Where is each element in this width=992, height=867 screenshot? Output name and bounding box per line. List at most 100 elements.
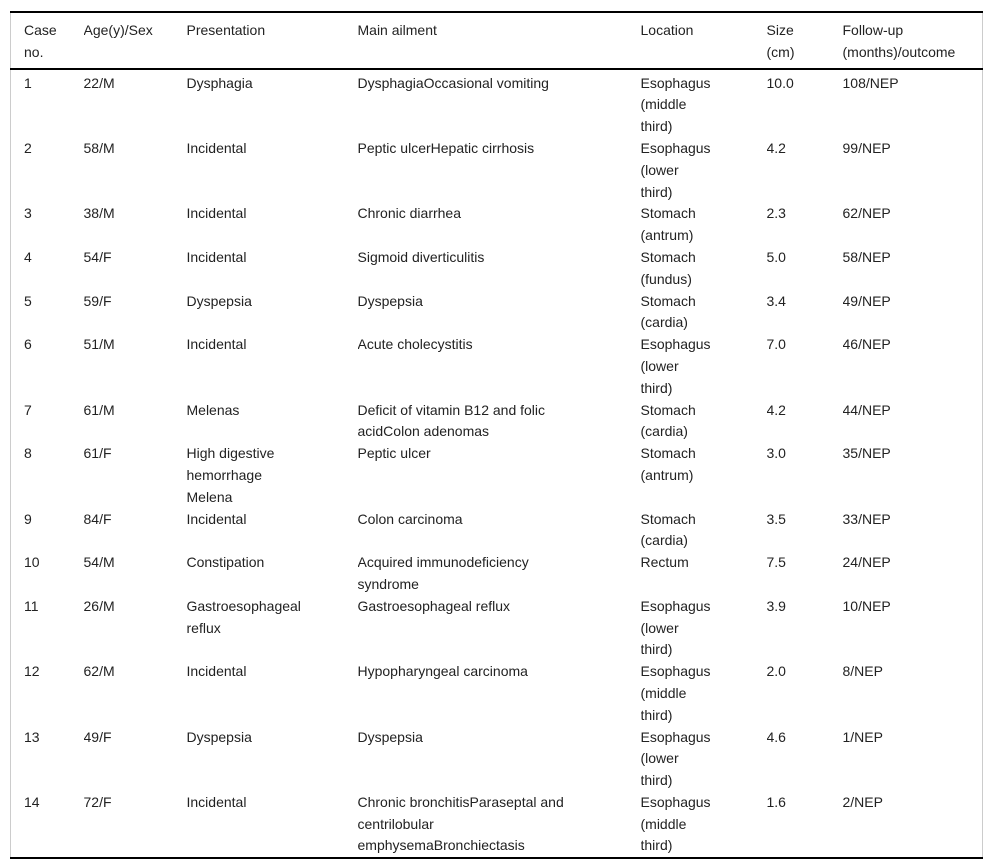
cell-case-no: 7 [24,401,32,418]
column-header-case-no: Case no. [10,12,84,70]
cell-main-ailment: Acute cholecystitis [357,336,473,353]
cell-case-no: 1 [24,74,32,91]
table-row: 5 59/F Dyspepsia Dyspepsia Stomach (card… [11,291,983,335]
cell-location: Esophagus (middle third) [640,793,711,854]
cell-location: Stomach (antrum) [640,205,696,244]
cell-case-no: 10 [24,554,40,571]
cell-size: 3.0 [766,445,786,462]
cell-age-sex: 54/M [83,554,115,571]
cell-follow-up: 108/NEP [842,74,899,91]
cell-age-sex: 58/M [83,139,115,156]
cell-location: Esophagus (middle third) [640,74,711,135]
cell-main-ailment: Gastroesophageal reflux [357,597,511,614]
cell-presentation: Melenas [186,401,240,418]
cell-main-ailment: DysphagiaOccasional vomiting [357,74,549,91]
cell-case-no: 14 [24,793,40,810]
cell-location: Esophagus (lower third) [640,336,711,396]
cell-main-ailment: Hypopharyngeal carcinoma [357,663,528,680]
cell-location: Stomach (fundus) [640,248,696,287]
cell-follow-up: 35/NEP [842,445,891,462]
cell-location: Stomach (antrum) [640,445,696,483]
cell-age-sex: 59/F [83,292,112,309]
cell-size: 3.4 [766,292,786,309]
table-row: 4 54/F Incidental Sigmoid diverticulitis… [11,247,983,291]
column-header-presentation: Presentation [186,12,358,70]
cell-presentation: Dyspepsia [186,728,252,745]
cell-age-sex: 61/M [83,401,115,418]
cell-age-sex: 84/F [83,510,112,527]
cell-case-no: 2 [24,139,32,156]
cell-presentation: Incidental [186,663,247,680]
cell-size: 7.5 [766,554,786,571]
cell-location: Stomach (cardia) [640,292,696,331]
cell-case-no: 9 [24,510,32,527]
cell-location: Stomach (cardia) [640,510,696,549]
cell-size: 5.0 [766,248,786,265]
cell-presentation: Incidental [186,336,247,353]
cell-size: 3.9 [766,597,786,614]
table-row: 11 26/M Gastroesophageal reflux Gastroes… [11,596,983,661]
cell-location: Esophagus (lower third) [640,728,711,789]
cell-main-ailment: Sigmoid diverticulitis [357,248,485,265]
cell-follow-up: 46/NEP [842,336,891,353]
cell-location: Esophagus (lower third) [640,139,711,200]
cell-presentation: High digestive hemorrhage Melena [186,445,275,505]
column-header-location: Location [640,12,767,70]
cell-follow-up: 1/NEP [842,728,883,745]
cell-location: Esophagus (lower third) [640,597,711,658]
cell-case-no: 4 [24,248,32,265]
table-row: 6 51/M Incidental Acute cholecystitis Es… [11,334,983,399]
cell-size: 4.2 [766,401,786,418]
cell-main-ailment: Peptic ulcerHepatic cirrhosis [357,139,535,156]
cell-age-sex: 38/M [83,205,115,222]
cell-follow-up: 99/NEP [842,139,891,156]
cell-case-no: 12 [24,663,40,680]
cell-follow-up: 58/NEP [842,248,891,265]
column-header-follow-up: Follow-up (months)/outcome [842,12,983,70]
cell-follow-up: 33/NEP [842,510,891,527]
cell-presentation: Dysphagia [186,74,253,91]
cell-size: 2.0 [766,663,786,680]
cell-age-sex: 22/M [83,74,115,91]
column-header-main-ailment: Main ailment [357,12,641,70]
cell-main-ailment: Chronic bronchitisParaseptal and centril… [357,793,564,854]
cell-case-no: 6 [24,336,32,353]
cell-size: 4.2 [766,139,786,156]
cell-case-no: 5 [24,292,32,309]
cell-follow-up: 8/NEP [842,663,883,680]
table-row: 8 61/F High digestive hemorrhage Melena … [11,443,983,508]
cell-age-sex: 62/M [83,663,115,680]
table-row: 12 62/M Incidental Hypopharyngeal carcin… [11,661,983,726]
cell-age-sex: 54/F [83,248,112,265]
column-header-age-sex: Age(y)/Sex [83,12,187,70]
cell-case-no: 13 [24,728,40,745]
header-row: Case no. Age(y)/Sex Presentation Main ai… [10,12,983,70]
cell-follow-up: 44/NEP [842,401,891,418]
cell-presentation: Dyspepsia [186,292,252,309]
cell-presentation: Constipation [186,554,265,571]
table-row: 7 61/M Melenas Deficit of vitamin B12 an… [11,400,983,444]
cell-location: Stomach (cardia) [640,401,696,440]
table-row: 1 22/M Dysphagia DysphagiaOccasional vom… [11,69,983,138]
cell-presentation: Incidental [186,205,247,222]
cell-follow-up: 2/NEP [842,793,883,810]
cell-follow-up: 10/NEP [842,597,891,614]
cell-size: 10.0 [766,74,794,91]
cell-location: Esophagus (middle third) [640,663,711,723]
cell-main-ailment: Acquired immunodeficiency syndrome [357,554,529,592]
cell-follow-up: 24/NEP [842,554,891,571]
cell-size: 3.5 [766,510,786,527]
cell-main-ailment: Dyspepsia [357,292,423,309]
table-row: 14 72/F Incidental Chronic bronchitisPar… [11,792,983,858]
cell-age-sex: 49/F [83,728,112,745]
cell-presentation: Incidental [186,248,247,265]
cell-presentation: Incidental [186,139,247,156]
cell-age-sex: 72/F [83,793,112,810]
case-series-table: Case no. Age(y)/Sex Presentation Main ai… [10,11,983,860]
cell-follow-up: 49/NEP [842,292,891,309]
cell-main-ailment: Deficit of vitamin B12 and folic acidCol… [357,401,546,440]
cell-case-no: 8 [24,445,32,462]
table-row: 10 54/M Constipation Acquired immunodefi… [11,552,983,596]
table-row: 9 84/F Incidental Colon carcinoma Stomac… [11,509,983,553]
